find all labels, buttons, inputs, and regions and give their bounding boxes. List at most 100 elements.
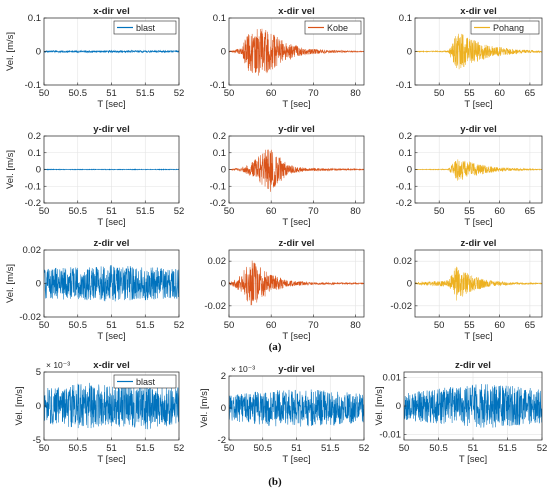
legend-box bbox=[470, 20, 540, 35]
x-tick-label: 80 bbox=[350, 320, 361, 331]
chart-a-x-blast: 50 50.5 51 51.5 52 -0.1 0 0.1 x-dir vel T [sec] Ve… bbox=[5, 6, 184, 110]
x-tick-label: 51.5 bbox=[321, 443, 340, 454]
chart-a-z-blast: 50 50.5 51 51.5 52 -0.02 0 0.02 z-dir vel T [sec]… bbox=[5, 238, 184, 342]
y-axis-label: Vel. [m/s] bbox=[5, 32, 16, 71]
x-tick-label: 51.5 bbox=[136, 443, 155, 454]
y-tick-label: 0 bbox=[36, 47, 41, 58]
y-tick-label: 0 bbox=[407, 165, 412, 176]
y-tick-label: 0.1 bbox=[28, 13, 41, 24]
y-tick-label: -0.1 bbox=[396, 80, 412, 91]
x-tick-label: 70 bbox=[308, 88, 319, 99]
x-tick-label: 50 bbox=[434, 206, 445, 217]
chart-a-x-kobe: 50 60 70 80 -0.1 0 0.1 x-dir vel T [sec] Kobe bbox=[210, 6, 365, 110]
x-tick-label: 51 bbox=[106, 206, 117, 217]
y-tick-label: 0.2 bbox=[213, 131, 226, 142]
x-tick-label: 50.5 bbox=[69, 206, 88, 217]
chart-title: z-dir vel bbox=[455, 360, 491, 371]
legend-label: blast bbox=[136, 23, 156, 33]
x-tick-label: 50 bbox=[39, 443, 50, 454]
x-tick-label: 52 bbox=[537, 443, 548, 454]
y-tick-label: -0.2 bbox=[210, 198, 226, 209]
y-tick-label: -0.01 bbox=[379, 429, 401, 440]
x-tick-label: 51.5 bbox=[498, 443, 517, 454]
chart-title: z-dir vel bbox=[461, 238, 497, 249]
legend-box bbox=[113, 20, 177, 35]
chart-title: x-dir vel bbox=[460, 6, 496, 17]
chart-title: x-dir vel bbox=[93, 6, 129, 17]
chart-a-x-pohang: 50 55 60 65 -0.1 0 0.1 x-dir vel T [sec] Pohang bbox=[396, 6, 543, 110]
legend-label: Pohang bbox=[493, 23, 524, 33]
x-tick-label: 55 bbox=[464, 206, 475, 217]
chart-a-y-kobe: 50 60 70 80 -0.2 -0.1 0 0.1 0.2 y-dir vel T [sec] bbox=[210, 124, 365, 228]
x-axis-label: T [sec] bbox=[464, 217, 492, 228]
x-tick-label: 70 bbox=[308, 206, 319, 217]
y-tick-label: 0 bbox=[36, 165, 41, 176]
chart-a-y-pohang: 50 55 60 65 -0.2 -0.1 0 0.1 0.2 y-dir vel T [sec] bbox=[396, 124, 543, 228]
x-tick-label: 51 bbox=[106, 320, 117, 331]
y-tick-label: -0.2 bbox=[396, 198, 412, 209]
x-tick-label: 60 bbox=[266, 320, 277, 331]
y-tick-label: 0.2 bbox=[28, 131, 41, 142]
y-tick-label: 0.1 bbox=[399, 13, 412, 24]
x-axis-label: T [sec] bbox=[97, 454, 125, 465]
legend: blast bbox=[113, 20, 177, 35]
chart-a-z-pohang: 50 55 60 65 -0.02 0 0.02 z-dir vel T [sec] bbox=[390, 238, 543, 342]
x-tick-label: 50.5 bbox=[254, 443, 273, 454]
series-line-pohang bbox=[415, 266, 542, 301]
x-axis-label: T [sec] bbox=[282, 99, 310, 110]
x-tick-label: 51.5 bbox=[136, 320, 155, 331]
x-tick-label: 65 bbox=[525, 320, 536, 331]
x-axis-label: T [sec] bbox=[464, 99, 492, 110]
x-axis-label: T [sec] bbox=[282, 454, 310, 465]
x-axis-label: T [sec] bbox=[97, 331, 125, 342]
x-tick-label: 60 bbox=[266, 88, 277, 99]
y-tick-label: -0.1 bbox=[210, 181, 226, 192]
y-tick-label: -0.1 bbox=[25, 80, 41, 91]
y-tick-label: -0.02 bbox=[390, 301, 412, 312]
series-line-blast bbox=[229, 389, 364, 427]
legend: Kobe bbox=[304, 20, 362, 35]
y-tick-label: -0.1 bbox=[25, 181, 41, 192]
series-line-blast bbox=[404, 383, 542, 428]
y-tick-label: 0 bbox=[221, 165, 226, 176]
y-tick-label: 0.02 bbox=[208, 256, 227, 267]
x-tick-label: 80 bbox=[350, 206, 361, 217]
chart-title: y-dir vel bbox=[93, 124, 129, 135]
chart-title: x-dir vel bbox=[93, 360, 129, 371]
y-exponent-label: × 10⁻³ bbox=[231, 364, 255, 374]
y-tick-label: -0.2 bbox=[25, 198, 41, 209]
x-tick-label: 55 bbox=[464, 88, 475, 99]
x-tick-label: 52 bbox=[359, 443, 370, 454]
series-line-pohang bbox=[415, 33, 542, 70]
series-line-pohang bbox=[415, 159, 542, 181]
x-tick-label: 60 bbox=[494, 88, 505, 99]
y-tick-label: 0 bbox=[36, 401, 41, 412]
chart-title: y-dir vel bbox=[278, 364, 314, 375]
x-tick-label: 50 bbox=[39, 320, 50, 331]
x-tick-label: 50.5 bbox=[69, 320, 88, 331]
series-line-blast bbox=[44, 382, 179, 430]
chart-title: x-dir vel bbox=[278, 6, 314, 17]
x-tick-label: 65 bbox=[525, 88, 536, 99]
x-axis-label: T [sec] bbox=[282, 331, 310, 342]
y-tick-label: 0.02 bbox=[394, 256, 413, 267]
x-axis-label: T [sec] bbox=[459, 454, 487, 465]
chart-b-y-blast: 50 50.5 51 51.5 52 -2 0 2 y-dir vel T [sec] Vel. [… bbox=[199, 364, 369, 465]
chart-title: y-dir vel bbox=[460, 124, 496, 135]
x-tick-label: 60 bbox=[494, 320, 505, 331]
series-line-kobe bbox=[229, 260, 364, 306]
y-tick-label: 5 bbox=[36, 367, 41, 378]
x-tick-label: 51 bbox=[468, 443, 479, 454]
y-tick-label: 2 bbox=[221, 371, 226, 382]
y-tick-label: 0.2 bbox=[399, 131, 412, 142]
x-tick-label: 50 bbox=[39, 88, 50, 99]
y-tick-label: 0 bbox=[396, 401, 401, 412]
chart-a-z-kobe: 50 60 70 80 -0.02 0 0.02 z-dir vel T [sec] bbox=[204, 238, 365, 342]
y-tick-label: -0.02 bbox=[19, 312, 41, 323]
x-tick-label: 65 bbox=[525, 206, 536, 217]
y-tick-label: 0.01 bbox=[383, 373, 402, 384]
y-axis-label: Vel. [m/s] bbox=[374, 386, 385, 425]
x-tick-label: 50 bbox=[224, 320, 235, 331]
y-axis-label: Vel. [m/s] bbox=[199, 388, 210, 427]
y-tick-label: 0 bbox=[221, 279, 226, 290]
